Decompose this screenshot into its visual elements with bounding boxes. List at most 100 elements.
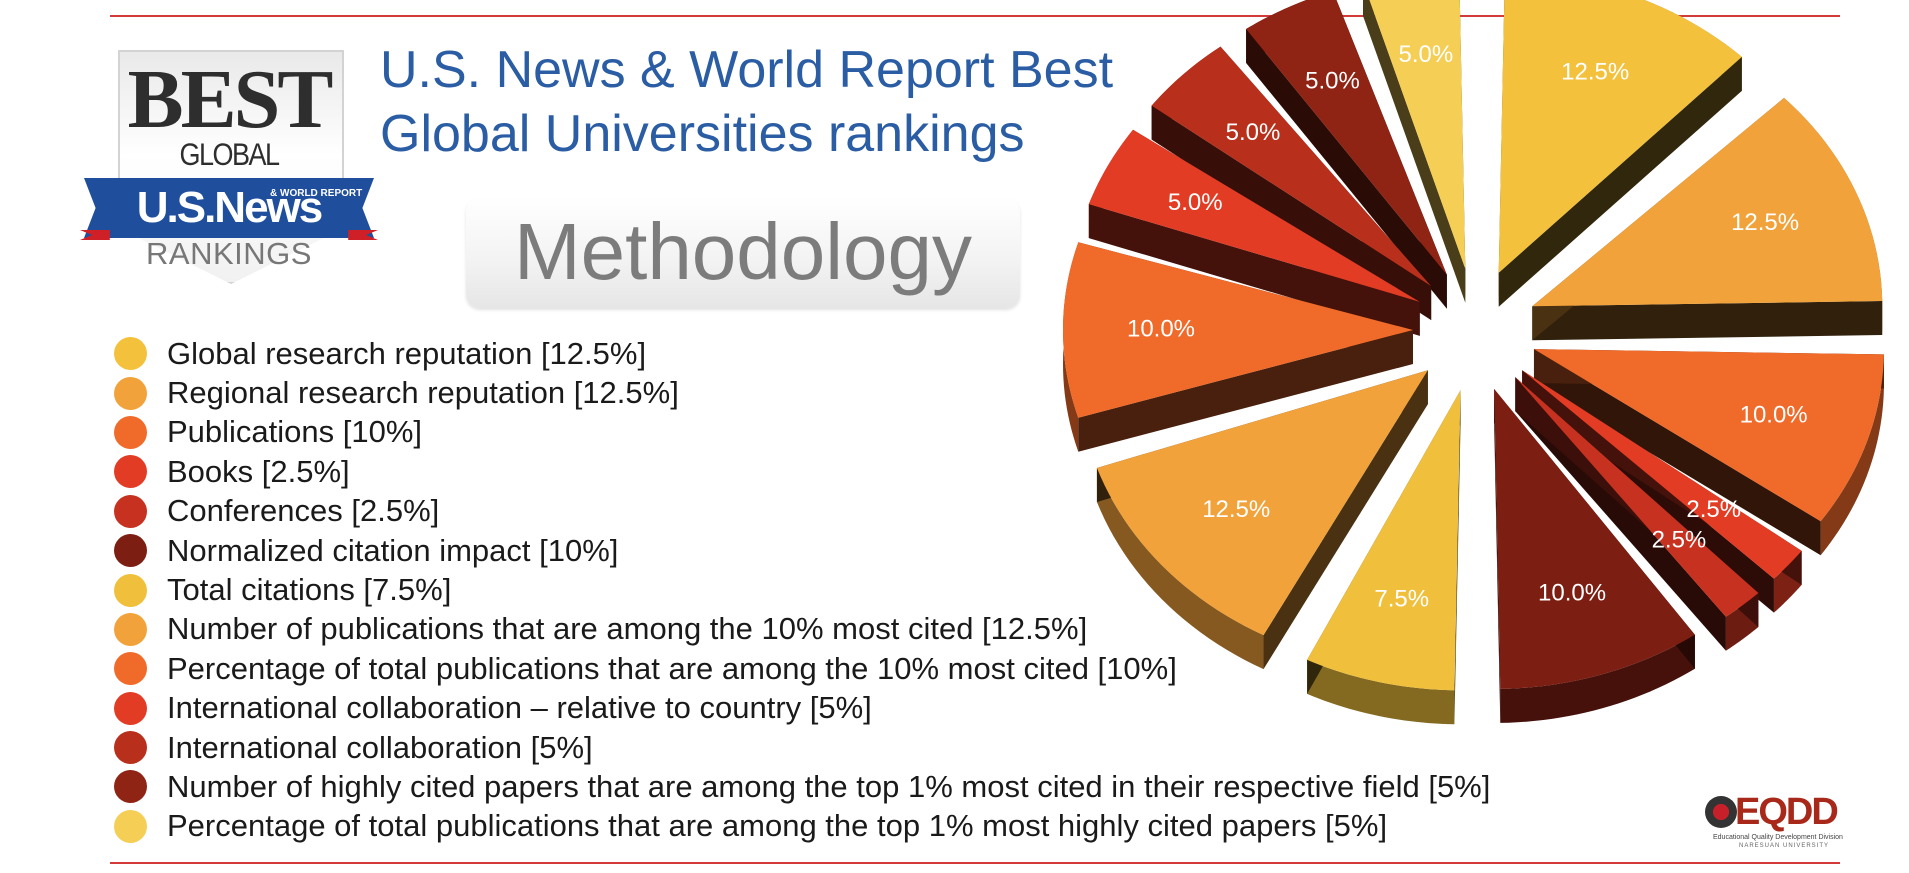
legend-label: Number of highly cited papers that are a… (167, 768, 1491, 804)
legend-swatch (114, 376, 147, 410)
legend-label: Books [2.5%] (167, 453, 350, 489)
legend-item: International collaboration – relative t… (114, 689, 1490, 728)
pie-slice-face (1494, 388, 1695, 689)
legend-item: Conferences [2.5%] (114, 492, 1490, 531)
pie-slice-wall (1498, 56, 1742, 307)
eqdd-caption: Educational Quality Development Division (1713, 834, 1843, 841)
legend-item: Global research reputation [12.5%] (114, 334, 1490, 373)
pie-slice-wall (1078, 330, 1413, 452)
legend-swatch (114, 494, 147, 528)
pie-slice-wall (1533, 349, 1821, 556)
legend-label: Percentage of total publications that ar… (167, 808, 1388, 844)
pie-slice-rim (1096, 467, 1264, 670)
pie-slice-label: 5.0% (1226, 119, 1281, 146)
legend-item: Normalized citation impact [10%] (114, 531, 1490, 570)
pie-slice-face (1498, 0, 1742, 273)
pie-slice-face (1096, 370, 1428, 636)
legend-swatch (114, 573, 147, 607)
methodology-box (466, 198, 1020, 308)
legend-swatch (114, 337, 147, 371)
badge-ribbon-red-right (348, 230, 378, 240)
best-global-universities-badge: BEST GLOBAL UNIVERSITIES U.S.News & WORL… (80, 50, 380, 310)
legend-item: Percentage of total publications that ar… (114, 807, 1490, 846)
pie-slice-label: 12.5% (1561, 59, 1629, 86)
legend-swatch (114, 770, 147, 804)
pie-slice-label: 12.5% (1202, 496, 1270, 523)
pie-slice-2 (1533, 349, 1884, 556)
pie-slice-6 (1307, 390, 1461, 725)
pie-slice-face (1532, 97, 1883, 307)
pie-slice-label: 5.0% (1305, 68, 1360, 95)
legend-item: Number of publications that are among th… (114, 610, 1490, 649)
eqdd-university: NARESUAN UNIVERSITY (1739, 843, 1830, 849)
legend-label: Number of publications that are among th… (167, 611, 1088, 647)
pie-slice-9 (1088, 129, 1420, 336)
pie-slice-label: 10.0% (1740, 401, 1808, 428)
legend-swatch (114, 652, 147, 686)
legend-swatch (114, 612, 147, 646)
pie-slice-face (1246, 0, 1447, 275)
legend-label: Publications [10%] (167, 414, 423, 450)
pie-slice-label: 2.5% (1652, 527, 1707, 554)
badge-ribbon (84, 178, 374, 238)
pie-slice-11 (1246, 0, 1447, 309)
pie-slice-12 (1362, 0, 1466, 303)
legend-label: Conferences [2.5%] (167, 493, 440, 529)
pie-slice-face (1151, 46, 1432, 287)
pie-slice-label: 10.0% (1538, 580, 1606, 607)
pie-slice-rim (1500, 634, 1695, 723)
pie-slice-10 (1151, 46, 1432, 321)
legend-label: International collaboration – relative t… (167, 690, 872, 726)
pie-slice-label: 7.5% (1374, 586, 1429, 613)
pie-slice-face (1522, 370, 1802, 579)
legend-swatch (114, 534, 147, 568)
bottom-rule (110, 862, 1840, 864)
pie-slice-wall (1494, 388, 1501, 723)
badge-shield (118, 50, 344, 284)
badge-best-text: BEST (127, 53, 334, 146)
pie-slice-1 (1532, 97, 1883, 341)
badge-ribbon-red-left (80, 230, 110, 240)
legend-item: Number of highly cited papers that are a… (114, 767, 1490, 806)
pie-slice-face (1515, 377, 1759, 617)
pie-slice-5 (1494, 388, 1695, 723)
eqdd-wordmark: EQDD (1735, 791, 1839, 833)
pie-slice-label: 5.0% (1399, 41, 1454, 68)
badge-world-report-text: & WORLD REPORT (270, 188, 363, 199)
legend-label: Regional research reputation [12.5%] (167, 375, 679, 411)
legend-label: Percentage of total publications that ar… (167, 650, 1177, 686)
legend-item: Percentage of total publications that ar… (114, 649, 1490, 688)
legend-swatch (114, 455, 147, 489)
pie-slice-face (1063, 242, 1413, 418)
badge-rankings-text: RANKINGS (146, 236, 312, 271)
pie-slice-wall (1263, 370, 1428, 670)
legend-swatch (114, 809, 147, 843)
pie-slice-wall (1088, 204, 1420, 336)
legend-item: Books [2.5%] (114, 452, 1490, 491)
title-line-1: U.S. News & World Report Best (380, 41, 1114, 99)
legend-item: Publications [10%] (114, 413, 1490, 452)
pie-slice-wall (1246, 29, 1447, 309)
methodology-heading: Methodology (513, 207, 973, 296)
pie-slice-8 (1063, 242, 1413, 452)
pie-slice-4 (1515, 377, 1759, 651)
title-line-2: Global Universities rankings (380, 105, 1025, 163)
legend-item: Total citations [7.5%] (114, 570, 1490, 609)
pie-slice-rim (1820, 354, 1884, 556)
pie-slice-wall (1532, 301, 1883, 341)
pie-slice-label: 10.0% (1127, 315, 1195, 342)
legend-swatch (114, 691, 147, 725)
pie-slice-rim (1307, 659, 1455, 725)
legend-item: International collaboration [5%] (114, 728, 1490, 767)
pie-slice-wall (1362, 0, 1466, 303)
pie-slice-face (1369, 0, 1466, 269)
chart-legend: Global research reputation [12.5%] Region… (114, 334, 1490, 846)
pie-slice-face (1307, 390, 1461, 691)
top-rule (110, 15, 1840, 17)
legend-swatch (114, 415, 147, 449)
pie-slice-label: 12.5% (1731, 209, 1799, 236)
pie-slice-label: 5.0% (1168, 189, 1223, 216)
legend-item: Regional research reputation [12.5%] (114, 373, 1490, 412)
badge-usnews-text: U.S.News (136, 183, 324, 232)
